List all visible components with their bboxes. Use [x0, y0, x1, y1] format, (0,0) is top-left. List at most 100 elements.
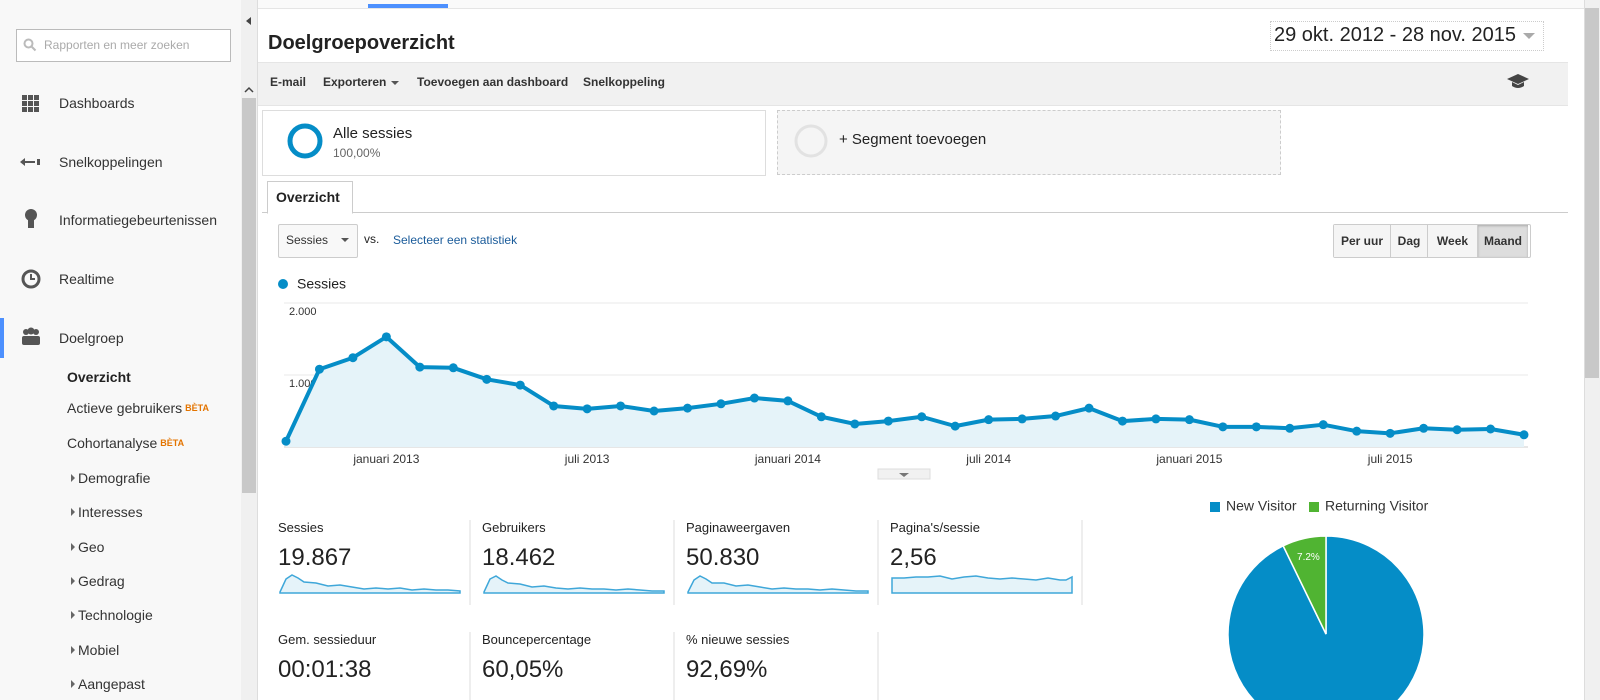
metric-value: 19.867 [278, 544, 352, 571]
date-picker[interactable] [1270, 21, 1544, 51]
toolbar-item[interactable]: Snelkoppeling [583, 75, 666, 89]
sparklines [279, 574, 1073, 594]
point [549, 401, 559, 411]
legend-label: Returning Visitor [1325, 498, 1429, 514]
search-icon [23, 38, 37, 52]
point [582, 404, 592, 414]
metric-title: Gem. sessieduur [278, 632, 377, 647]
line [284, 334, 1525, 443]
metric-title: Gebruikers [482, 520, 546, 535]
metric-title: % nieuwe sessies [686, 632, 790, 647]
search-box[interactable] [16, 29, 231, 62]
metric-title: Sessies [278, 520, 324, 535]
submenu-label: Actieve gebruikers [67, 400, 183, 416]
point [515, 380, 525, 390]
pie-slice [1227, 535, 1425, 700]
vs-label: vs. [364, 232, 380, 246]
point [1084, 403, 1094, 413]
granularity-button[interactable]: Per uur [1334, 225, 1391, 257]
point [950, 421, 960, 431]
submenu-item[interactable]: Mobiel [78, 642, 120, 658]
granularity-group [1333, 224, 1531, 258]
nav-item[interactable]: Doelgroep [59, 330, 124, 346]
expand-arrow [71, 611, 75, 619]
range-handle[interactable] [877, 468, 931, 480]
submenu-label: Overzicht [67, 369, 131, 385]
point [448, 363, 458, 373]
y-tick-label: 1.000 [289, 378, 317, 390]
granularity-button[interactable]: Week [1428, 225, 1478, 257]
metric-caret [341, 238, 349, 242]
tab-line [262, 212, 1568, 213]
point [1151, 414, 1161, 424]
metric-title: Pagina's/sessie [890, 520, 980, 535]
add-segment-label: + Segment toevoegen [839, 131, 987, 148]
nav-item[interactable]: Realtime [59, 271, 115, 287]
toolbar-item[interactable]: Exporteren [323, 75, 387, 89]
date-range: 29 okt. 2012 - 28 nov. 2015 [1274, 24, 1517, 46]
expand-arrow [71, 474, 75, 482]
point [1051, 411, 1061, 421]
date-caret [1523, 33, 1535, 39]
legend-swatch [1309, 502, 1319, 512]
metric-title: Bouncepercentage [482, 632, 592, 647]
segment-share: 100,00% [333, 146, 381, 160]
metric-title: Paginaweergaven [686, 520, 791, 535]
point [1218, 422, 1228, 432]
expand-arrow [71, 577, 75, 585]
area [286, 336, 1524, 447]
submenu-item[interactable]: Geo [78, 539, 105, 555]
point [281, 436, 291, 446]
nav-item[interactable]: Snelkoppelingen [59, 154, 163, 170]
scroll-arrows [244, 17, 254, 93]
scroll-thumb[interactable] [242, 98, 256, 493]
search-placeholder: Rapporten en meer zoeken [44, 38, 190, 52]
submenu-item[interactable]: Demografie [78, 470, 151, 486]
x-tick-label: januari 2013 [352, 452, 419, 466]
point [415, 362, 425, 372]
toolbar [258, 62, 1568, 106]
point [683, 403, 693, 413]
expand-arrow [71, 646, 75, 654]
segment-name: Alle sessies [333, 125, 413, 142]
toolbar-item[interactable]: Toevoegen aan dashboard [417, 75, 569, 89]
point [1184, 415, 1194, 425]
add-segment-card[interactable] [777, 110, 1281, 175]
metric-value: 18.462 [482, 544, 556, 571]
point [1285, 423, 1295, 433]
sidebar [0, 0, 241, 700]
submenu-item[interactable]: Aangepast [78, 676, 145, 692]
granularity-button[interactable]: Maand [1478, 225, 1528, 257]
point [1318, 420, 1328, 430]
point [1017, 414, 1027, 424]
toolbar-item[interactable]: E-mail [270, 75, 307, 89]
legend-label: New Visitor [1226, 498, 1297, 514]
expand-arrow [71, 543, 75, 551]
point [917, 412, 927, 422]
pie-slice [1282, 535, 1327, 635]
submenu-item[interactable]: Technologie [78, 607, 153, 623]
submenu-item[interactable]: Cohortanalyse BÈTA [67, 434, 184, 452]
beta-badge: BÈTA [160, 438, 185, 448]
submenu-item[interactable]: Gedrag [78, 573, 125, 589]
nav-item[interactable]: Informatiegebeurtenissen [59, 212, 217, 228]
point [749, 393, 759, 403]
legend-marker [278, 279, 288, 289]
metric-value: 2,56 [890, 544, 937, 571]
legend-swatch [1210, 502, 1220, 512]
submenu-item[interactable]: Interesses [78, 504, 143, 520]
nav-icons [20, 95, 41, 345]
academy-icon[interactable] [1506, 72, 1530, 90]
tab[interactable] [267, 181, 353, 214]
top-strip [258, 0, 1584, 9]
page-scroll-thumb[interactable] [1585, 8, 1599, 378]
submenu-item[interactable]: Actieve gebruikers BÈTA [67, 399, 209, 417]
active-tab-bar [368, 4, 448, 8]
segment-card[interactable] [262, 110, 766, 176]
select-metric[interactable]: Selecteer een statistiek [393, 233, 518, 247]
submenu-item[interactable]: Overzicht [67, 368, 131, 386]
granularity-button[interactable]: Dag [1391, 225, 1428, 257]
legend-label: Sessies [297, 276, 346, 292]
point [381, 332, 391, 342]
nav-item[interactable]: Dashboards [59, 95, 135, 111]
